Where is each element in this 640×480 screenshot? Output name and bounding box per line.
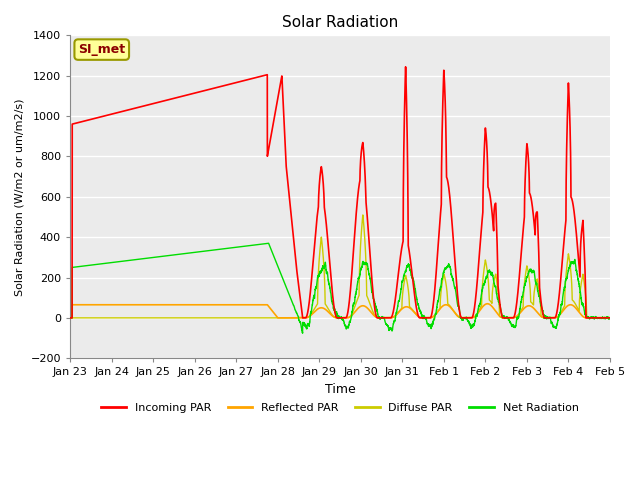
Title: Solar Radiation: Solar Radiation [282, 15, 398, 30]
Text: SI_met: SI_met [78, 43, 125, 56]
X-axis label: Time: Time [324, 383, 355, 396]
Y-axis label: Solar Radiation (W/m2 or um/m2/s): Solar Radiation (W/m2 or um/m2/s) [15, 98, 25, 296]
Legend: Incoming PAR, Reflected PAR, Diffuse PAR, Net Radiation: Incoming PAR, Reflected PAR, Diffuse PAR… [97, 398, 583, 417]
